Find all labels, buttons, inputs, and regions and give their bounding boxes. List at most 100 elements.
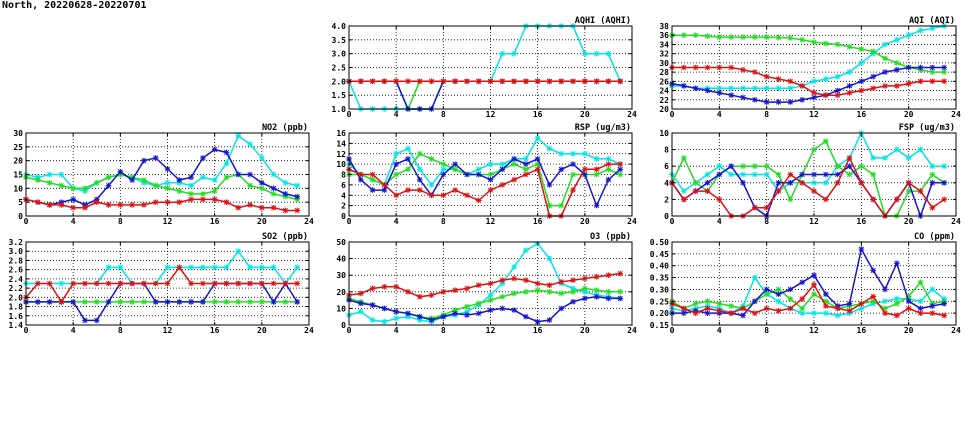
y-tick-label: 36: [659, 31, 669, 40]
data-point: [752, 69, 758, 75]
x-tick-label: 24: [627, 110, 637, 119]
data-point: [440, 78, 447, 85]
data-point: [523, 313, 529, 320]
data-point: [58, 280, 65, 287]
data-point: [905, 188, 912, 194]
data-point: [105, 264, 112, 271]
data-point: [416, 187, 423, 193]
data-point: [405, 78, 411, 85]
data-point: [763, 171, 770, 178]
data-point: [440, 313, 447, 320]
data-point: [369, 171, 376, 178]
data-point: [752, 85, 758, 92]
data-point: [582, 285, 588, 292]
y-tick-label: 25: [13, 143, 23, 152]
data-point: [117, 280, 124, 287]
data-point: [487, 78, 494, 85]
data-point: [582, 150, 588, 157]
data-point: [799, 83, 805, 89]
data-point: [882, 286, 888, 293]
data-point: [740, 94, 746, 101]
data-point: [211, 264, 218, 271]
data-point: [870, 48, 876, 55]
data-point: [823, 298, 829, 305]
y-tick-label: 2.8: [9, 256, 24, 265]
data-point: [834, 73, 841, 80]
data-point: [811, 281, 817, 288]
chart-aqhi: 0 4 8 12 16 20 24 1.0 1.5 2.0 2.5 3.0 3.5 4.0 AQHI (AQ…: [332, 16, 637, 119]
data-point: [752, 204, 758, 211]
data-point: [834, 163, 841, 169]
data-point: [905, 80, 912, 87]
data-point: [405, 187, 411, 193]
data-point: [882, 305, 888, 312]
data-point: [381, 187, 388, 193]
data-point: [393, 315, 399, 322]
data-point: [235, 248, 242, 255]
x-tick-label: 20: [580, 110, 590, 119]
data-point: [681, 64, 687, 71]
data-point: [34, 199, 41, 205]
data-point: [200, 155, 206, 161]
data-point: [787, 99, 794, 105]
data-point: [188, 182, 194, 189]
data-point: [894, 67, 900, 73]
data-point: [416, 150, 423, 157]
data-point: [393, 161, 399, 167]
data-point: [247, 202, 253, 208]
data-point: [941, 196, 947, 203]
data-point: [475, 282, 482, 288]
data-point: [58, 182, 65, 189]
data-point: [499, 161, 506, 167]
data-point: [846, 83, 853, 89]
data-point: [763, 204, 770, 211]
data-point: [870, 73, 876, 80]
x-tick-label: 8: [118, 217, 123, 226]
data-point: [46, 202, 53, 208]
chart-title: AQHI (AQHI): [575, 16, 631, 26]
data-point: [811, 39, 817, 45]
data-point: [787, 286, 794, 293]
data-point: [452, 166, 458, 173]
data-point: [823, 138, 829, 145]
data-point: [917, 310, 924, 316]
y-tick-label: 14: [336, 139, 346, 148]
data-point: [93, 317, 100, 324]
data-point: [834, 305, 841, 312]
data-point: [93, 199, 100, 205]
data-point: [846, 307, 853, 314]
data-point: [247, 141, 253, 147]
data-point: [357, 171, 364, 178]
data-point: [763, 85, 770, 92]
series-line-blue: [672, 246, 945, 317]
data-point: [416, 317, 423, 323]
y-tick-label: 24: [659, 87, 669, 96]
data-point: [882, 310, 888, 316]
data-point: [82, 280, 88, 287]
data-point: [740, 85, 746, 92]
chart-title: AQI (AQI): [909, 16, 955, 26]
data-point: [294, 299, 301, 305]
data-point: [593, 287, 600, 293]
data-point: [93, 180, 100, 186]
data-point: [176, 299, 183, 305]
data-point: [716, 90, 723, 96]
y-tick-label: 32: [659, 50, 669, 59]
data-point: [617, 171, 624, 178]
data-point: [823, 196, 829, 203]
data-point: [775, 291, 782, 297]
data-point: [787, 35, 794, 41]
data-point: [475, 310, 482, 317]
data-point: [570, 171, 576, 178]
data-point: [223, 174, 230, 181]
data-point: [617, 161, 624, 167]
data-point: [941, 69, 947, 75]
data-point: [499, 305, 506, 312]
data-point: [823, 180, 829, 186]
data-point: [799, 37, 805, 43]
data-point: [858, 300, 865, 307]
data-point: [211, 188, 218, 194]
x-tick-label: 0: [24, 326, 29, 335]
chart-co: 0 4 8 12 16 20 24 0.15 0.20 0.25 0.30 0.35 0.40 0.45 0…: [650, 232, 961, 335]
